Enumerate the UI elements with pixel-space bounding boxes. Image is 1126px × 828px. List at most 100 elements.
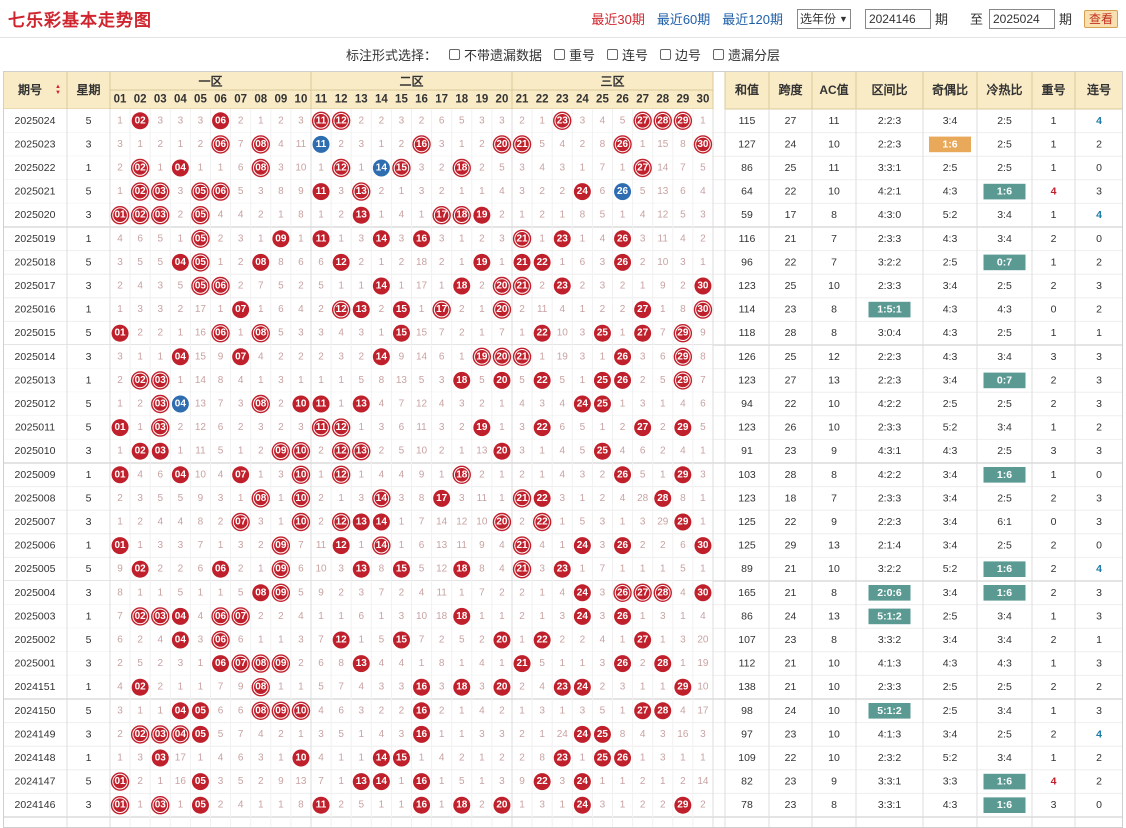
option-repeat[interactable]: 重号 bbox=[553, 45, 595, 64]
hit-ball[interactable] bbox=[453, 678, 471, 696]
checkbox-icon[interactable] bbox=[448, 48, 460, 60]
hit-ball[interactable] bbox=[553, 560, 571, 578]
period-120-link[interactable]: 最近120期 bbox=[722, 12, 783, 27]
hit-ball[interactable] bbox=[292, 395, 310, 413]
checkbox-icon[interactable] bbox=[713, 48, 725, 60]
checkbox-icon[interactable] bbox=[553, 48, 565, 60]
hit-ball[interactable] bbox=[654, 702, 672, 720]
hit-ball[interactable] bbox=[573, 678, 591, 696]
to-issue-input[interactable]: 2025024 bbox=[988, 8, 1055, 29]
hit-ball[interactable] bbox=[171, 348, 189, 366]
hit-ball[interactable] bbox=[593, 371, 611, 389]
hit-ball[interactable] bbox=[533, 253, 551, 271]
hit-ball[interactable] bbox=[372, 348, 390, 366]
hit-ball[interactable] bbox=[352, 206, 370, 224]
hit-ball[interactable] bbox=[674, 678, 692, 696]
hit-ball[interactable] bbox=[171, 702, 189, 720]
hit-ball[interactable] bbox=[413, 230, 431, 248]
hit-ball[interactable] bbox=[614, 607, 632, 625]
hit-ball[interactable] bbox=[171, 159, 189, 177]
hit-ball[interactable] bbox=[493, 796, 511, 814]
hit-ball[interactable] bbox=[453, 796, 471, 814]
hit-ball[interactable] bbox=[312, 230, 330, 248]
hit-ball[interactable] bbox=[292, 749, 310, 767]
hit-ball[interactable] bbox=[372, 749, 390, 767]
hit-ball[interactable] bbox=[533, 324, 551, 342]
hit-ball[interactable] bbox=[131, 112, 149, 130]
hit-ball[interactable] bbox=[191, 796, 209, 814]
year-select[interactable]: 选年份 ▼ bbox=[797, 8, 851, 29]
hit-ball[interactable] bbox=[694, 584, 712, 602]
period-60-link[interactable]: 最近60期 bbox=[656, 12, 711, 27]
hit-ball[interactable] bbox=[232, 466, 250, 484]
hit-ball[interactable] bbox=[131, 442, 149, 460]
hit-ball[interactable] bbox=[232, 348, 250, 366]
hit-ball[interactable] bbox=[413, 725, 431, 743]
hit-ball[interactable] bbox=[352, 560, 370, 578]
hit-ball[interactable] bbox=[352, 395, 370, 413]
hit-ball[interactable] bbox=[191, 702, 209, 720]
hit-ball[interactable] bbox=[473, 206, 491, 224]
hit-ball[interactable] bbox=[372, 773, 390, 791]
hit-ball[interactable] bbox=[312, 135, 330, 153]
hit-ball[interactable] bbox=[332, 253, 350, 271]
hit-ball[interactable] bbox=[413, 678, 431, 696]
hit-ball[interactable] bbox=[614, 253, 632, 271]
checkbox-icon[interactable] bbox=[660, 48, 672, 60]
hit-ball[interactable] bbox=[392, 324, 410, 342]
hit-ball[interactable] bbox=[131, 560, 149, 578]
hit-ball[interactable] bbox=[493, 442, 511, 460]
hit-ball[interactable] bbox=[433, 489, 451, 507]
hit-ball[interactable] bbox=[372, 277, 390, 295]
hit-ball[interactable] bbox=[674, 796, 692, 814]
hit-ball[interactable] bbox=[634, 324, 652, 342]
hit-ball[interactable] bbox=[573, 183, 591, 201]
hit-ball[interactable] bbox=[573, 796, 591, 814]
hit-ball[interactable] bbox=[493, 371, 511, 389]
hit-ball[interactable] bbox=[453, 607, 471, 625]
hit-ball[interactable] bbox=[352, 655, 370, 673]
hit-ball[interactable] bbox=[533, 371, 551, 389]
hit-ball[interactable] bbox=[372, 230, 390, 248]
hit-ball[interactable] bbox=[614, 371, 632, 389]
hit-ball[interactable] bbox=[453, 560, 471, 578]
hit-ball[interactable] bbox=[513, 655, 531, 673]
hit-ball[interactable] bbox=[634, 631, 652, 649]
hit-ball[interactable] bbox=[413, 702, 431, 720]
hit-ball[interactable] bbox=[614, 537, 632, 555]
hit-ball[interactable] bbox=[593, 395, 611, 413]
hit-ball[interactable] bbox=[674, 419, 692, 437]
hit-ball[interactable] bbox=[453, 277, 471, 295]
hit-ball[interactable] bbox=[272, 230, 290, 248]
hit-ball[interactable] bbox=[312, 395, 330, 413]
hit-ball[interactable] bbox=[111, 324, 129, 342]
hit-ball[interactable] bbox=[593, 324, 611, 342]
hit-ball[interactable] bbox=[553, 277, 571, 295]
hit-ball[interactable] bbox=[372, 159, 390, 177]
hit-ball[interactable] bbox=[694, 277, 712, 295]
hit-ball[interactable] bbox=[533, 631, 551, 649]
hit-ball[interactable] bbox=[252, 253, 270, 271]
option-edge[interactable]: 边号 bbox=[660, 45, 701, 64]
hit-ball[interactable] bbox=[392, 631, 410, 649]
hit-ball[interactable] bbox=[573, 607, 591, 625]
hit-ball[interactable] bbox=[573, 725, 591, 743]
hit-ball[interactable] bbox=[392, 301, 410, 319]
hit-ball[interactable] bbox=[171, 631, 189, 649]
hit-ball[interactable] bbox=[573, 584, 591, 602]
hit-ball[interactable] bbox=[634, 301, 652, 319]
hit-ball[interactable] bbox=[332, 537, 350, 555]
hit-ball[interactable] bbox=[634, 419, 652, 437]
hit-ball[interactable] bbox=[533, 489, 551, 507]
hit-ball[interactable] bbox=[674, 513, 692, 531]
hit-ball[interactable] bbox=[674, 466, 692, 484]
hit-ball[interactable] bbox=[352, 773, 370, 791]
option-layer[interactable]: 遗漏分层 bbox=[713, 45, 780, 64]
hit-ball[interactable] bbox=[171, 395, 189, 413]
checkbox-icon[interactable] bbox=[607, 48, 618, 60]
hit-ball[interactable] bbox=[372, 513, 390, 531]
hit-ball[interactable] bbox=[212, 112, 230, 130]
hit-ball[interactable] bbox=[131, 678, 149, 696]
hit-ball[interactable] bbox=[614, 749, 632, 767]
hit-ball[interactable] bbox=[654, 655, 672, 673]
